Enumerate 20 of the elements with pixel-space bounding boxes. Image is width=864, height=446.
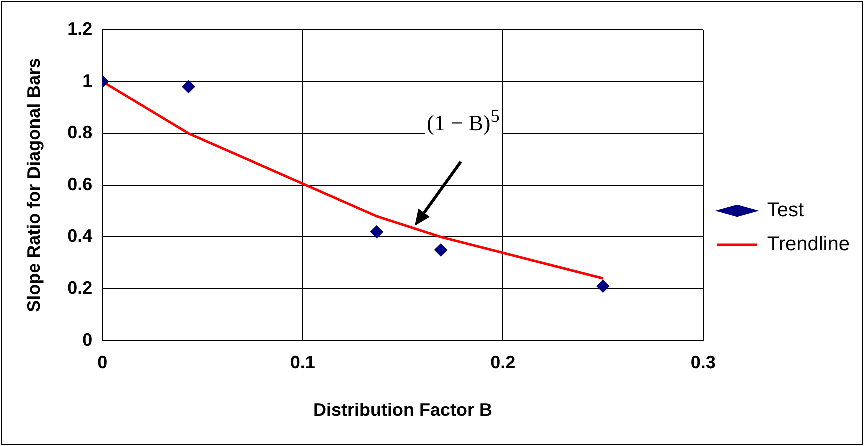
annotation: (1 − B)$^{5}$ (425, 106, 502, 136)
x-tick-label: 0 (98, 352, 108, 373)
legend-label: Trendline (767, 234, 850, 256)
x-tick-label: 0.2 (490, 352, 516, 373)
point (434, 244, 448, 257)
x-axis-title: Distribution Factor B (313, 400, 492, 420)
y-tick-label: 0.2 (68, 278, 93, 298)
y-tick-label: 1 (82, 70, 93, 91)
legend-label: Test (767, 200, 804, 222)
y-tick-label: 0.4 (68, 226, 93, 246)
point (182, 80, 196, 94)
y-tick-label: 0.8 (68, 122, 93, 143)
y-tick-label: 1.2 (68, 18, 93, 39)
x-tick-label: 0.1 (290, 352, 316, 373)
y-axis-title: Slope Ratio for Diagonal Bars (24, 58, 44, 312)
y-tick-label: 0.6 (68, 174, 93, 194)
point (596, 280, 610, 293)
y-tick-label: 0 (82, 330, 93, 350)
x-tick-label: 0.3 (690, 352, 716, 373)
point (370, 226, 384, 239)
